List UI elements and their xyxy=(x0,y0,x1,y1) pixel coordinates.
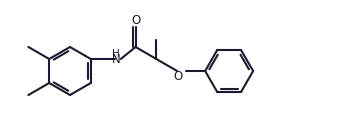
Text: N: N xyxy=(111,53,120,66)
Text: O: O xyxy=(131,14,140,27)
Text: O: O xyxy=(174,70,183,83)
Text: H: H xyxy=(112,49,120,59)
